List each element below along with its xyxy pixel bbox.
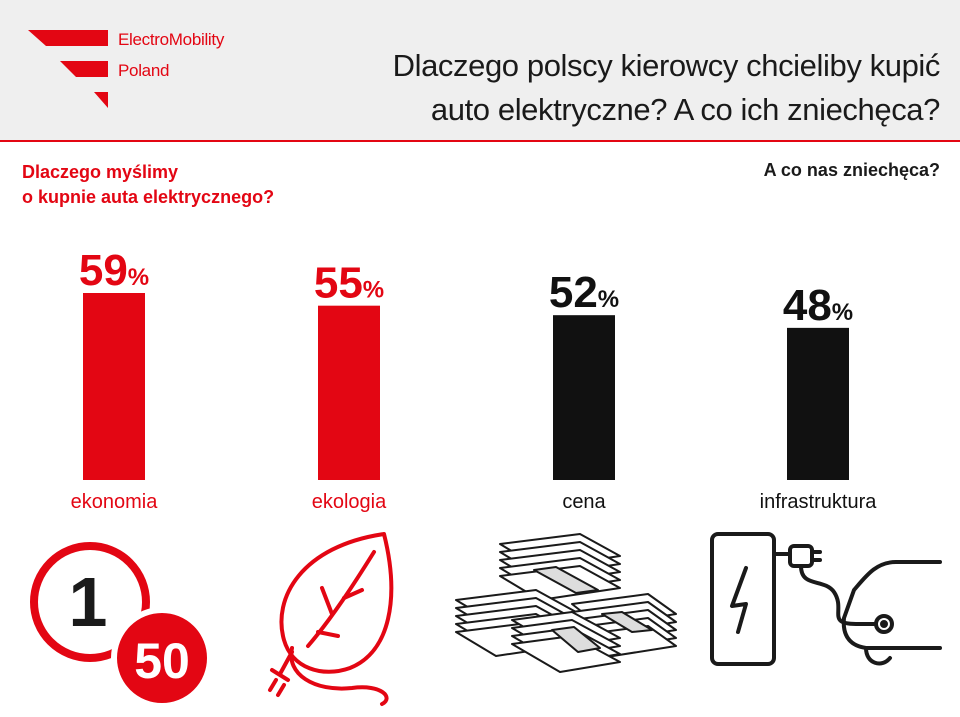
data-label-cena: 52% xyxy=(549,268,619,317)
header-band xyxy=(0,0,960,140)
charger-car-icon xyxy=(710,532,942,666)
data-label-ekonomia: 59% xyxy=(79,246,149,295)
one-to-fifty-icon: 1 50 xyxy=(30,542,213,709)
reasons-heading-line2: o kupnie auta elektrycznego? xyxy=(22,187,275,207)
barriers-heading: A co nas zniechęca? xyxy=(763,160,940,180)
bar-ekonomia xyxy=(83,293,145,480)
one-number: 1 xyxy=(69,563,108,641)
header-divider xyxy=(0,140,960,142)
data-label-ekologia: 55% xyxy=(314,259,384,308)
reasons-heading: Dlaczego myślimy o kupnie auta elektrycz… xyxy=(22,160,274,210)
bar-infrastruktura xyxy=(787,327,849,480)
bar-chart: 59% ekonomia 55% ekologia 52% cena 48% infrastr… xyxy=(71,246,878,513)
category-label-cena: cena xyxy=(562,491,606,513)
leaf-plug-icon xyxy=(268,532,394,706)
page-title-line2: auto elektryczne? A co ich zniechęca? xyxy=(430,92,940,127)
page-title-line1: Dlaczego polscy kierowcy chcieliby kupić xyxy=(392,48,941,83)
brand-name-line2: Poland xyxy=(118,61,170,80)
fifty-number: 50 xyxy=(134,633,190,689)
reasons-heading-line1: Dlaczego myślimy xyxy=(22,162,179,182)
electromobility-logo-icon xyxy=(28,30,108,108)
category-label-ekonomia: ekonomia xyxy=(71,491,159,513)
category-label-ekologia: ekologia xyxy=(312,491,387,513)
brand-name-line1: ElectroMobility xyxy=(118,30,225,49)
bar-cena xyxy=(553,315,615,480)
money-stacks-icon xyxy=(455,533,677,673)
data-label-infrastruktura: 48% xyxy=(783,281,853,330)
category-label-infrastruktura: infrastruktura xyxy=(760,491,878,513)
bar-ekologia xyxy=(318,305,380,480)
page-title: Dlaczego polscy kierowcy chcieliby kupić… xyxy=(300,44,941,132)
